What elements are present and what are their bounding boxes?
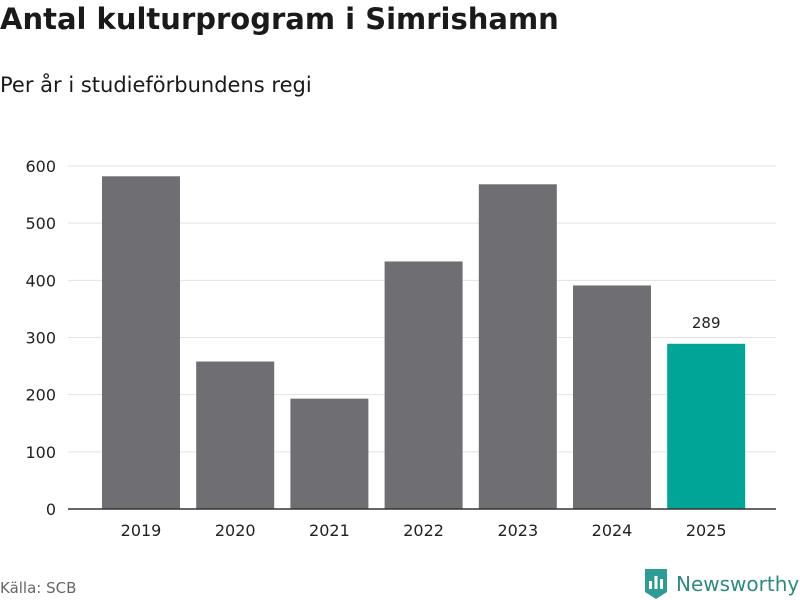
newsworthy-logo-icon [645, 569, 667, 599]
x-tick-label: 2022 [403, 521, 444, 540]
bar [478, 184, 557, 509]
y-tick-label: 200 [25, 386, 56, 405]
brand-logo[interactable]: Newsworthy [644, 568, 799, 600]
x-tick-label: 2023 [497, 521, 538, 540]
x-tick-label: 2019 [121, 521, 162, 540]
brand-name: Newsworthy [676, 572, 800, 596]
bar [573, 285, 651, 509]
bar [196, 361, 275, 509]
x-tick-label: 2020 [215, 521, 256, 540]
y-tick-label: 300 [25, 329, 56, 348]
x-tick-label: 2021 [309, 521, 350, 540]
source-note: Källa: SCB [0, 579, 77, 597]
y-tick-label: 100 [25, 443, 56, 462]
bar [667, 343, 746, 509]
y-tick-label: 0 [46, 500, 56, 519]
chart-title: Antal kulturprogram i Simrishamn [0, 2, 559, 36]
y-tick-label: 500 [25, 214, 56, 233]
bar [102, 176, 180, 510]
data-label: 289 [692, 314, 721, 332]
y-tick-label: 600 [25, 157, 56, 176]
bar-chart: 0 100 200 300 400 500 600 2019 2020 2021 2022 2023 2… [25, 157, 776, 540]
x-tick-label: 2025 [686, 521, 727, 540]
bar [384, 261, 463, 509]
y-tick-label: 400 [25, 271, 56, 290]
x-tick-label: 2024 [592, 521, 633, 540]
chart-subtitle: Per år i studieförbundens regi [0, 73, 312, 97]
bar [290, 398, 369, 509]
